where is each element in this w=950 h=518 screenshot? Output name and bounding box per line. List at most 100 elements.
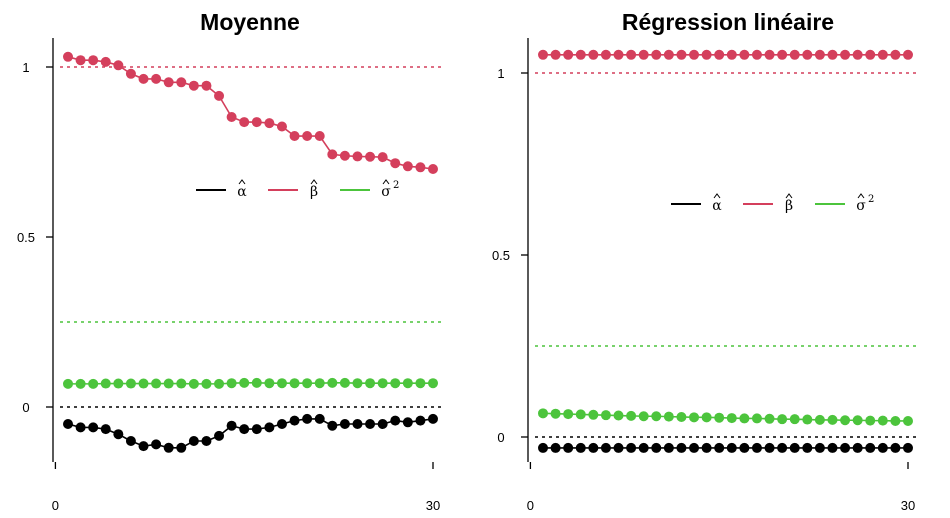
data-point bbox=[802, 414, 813, 425]
data-point bbox=[163, 378, 174, 389]
data-point bbox=[163, 442, 174, 453]
legend-label: σ bbox=[381, 184, 391, 200]
data-point bbox=[151, 73, 162, 84]
data-point bbox=[865, 442, 876, 453]
data-point bbox=[339, 419, 350, 429]
data-point bbox=[113, 378, 124, 389]
data-point bbox=[314, 131, 325, 142]
data-point bbox=[390, 158, 401, 169]
data-point bbox=[626, 49, 637, 60]
data-point bbox=[613, 442, 624, 453]
data-point bbox=[415, 415, 426, 426]
data-point bbox=[626, 442, 637, 453]
data-point bbox=[377, 378, 388, 389]
y-tick-label: 0.5 bbox=[17, 230, 35, 245]
data-point bbox=[365, 419, 376, 429]
data-point bbox=[138, 441, 149, 452]
data-point bbox=[201, 436, 212, 446]
data-point bbox=[201, 378, 212, 389]
data-point bbox=[100, 424, 111, 435]
data-point bbox=[113, 60, 124, 71]
data-point bbox=[365, 151, 376, 162]
data-point bbox=[226, 420, 237, 431]
data-point bbox=[600, 442, 611, 453]
data-point bbox=[402, 378, 413, 389]
data-point bbox=[402, 161, 413, 172]
data-point bbox=[251, 117, 262, 128]
data-point bbox=[151, 439, 162, 450]
hat-icon bbox=[238, 179, 246, 185]
data-point bbox=[188, 80, 199, 91]
data-point bbox=[588, 442, 599, 453]
data-point bbox=[302, 413, 313, 424]
data-point bbox=[689, 442, 700, 453]
data-point bbox=[613, 49, 624, 60]
data-point bbox=[365, 378, 376, 389]
x-tick-label: 0 bbox=[527, 498, 534, 513]
data-point bbox=[588, 49, 599, 60]
data-point bbox=[88, 378, 99, 389]
data-point bbox=[264, 118, 275, 129]
data-point bbox=[226, 111, 237, 122]
data-point bbox=[352, 419, 363, 429]
data-point bbox=[214, 430, 225, 441]
data-point bbox=[739, 413, 750, 424]
data-point bbox=[352, 151, 363, 162]
data-point bbox=[903, 415, 913, 426]
data-point bbox=[276, 121, 287, 132]
data-point bbox=[214, 90, 225, 101]
data-point bbox=[789, 442, 800, 453]
data-point bbox=[239, 117, 250, 128]
data-point bbox=[176, 77, 187, 88]
data-point bbox=[877, 442, 888, 453]
data-point bbox=[751, 413, 762, 424]
data-point bbox=[538, 408, 548, 419]
data-point bbox=[415, 162, 426, 173]
data-point bbox=[550, 408, 561, 419]
data-point bbox=[613, 410, 624, 421]
data-point bbox=[626, 410, 637, 421]
series-line bbox=[67, 56, 434, 170]
data-point bbox=[550, 442, 561, 453]
data-point bbox=[75, 55, 86, 66]
data-point bbox=[63, 378, 73, 389]
y-tick-label: 0 bbox=[22, 400, 29, 415]
data-point bbox=[327, 377, 338, 388]
data-point bbox=[251, 424, 262, 435]
data-point bbox=[840, 415, 851, 426]
data-point bbox=[390, 378, 401, 389]
data-point bbox=[428, 164, 438, 174]
data-point bbox=[138, 73, 149, 84]
data-point bbox=[638, 411, 649, 422]
data-point bbox=[789, 49, 800, 60]
y-tick-label: 1 bbox=[22, 60, 29, 75]
data-point bbox=[802, 442, 813, 453]
legend-label: α bbox=[712, 198, 722, 214]
data-point bbox=[777, 414, 788, 425]
data-point bbox=[151, 378, 162, 389]
data-point bbox=[651, 442, 662, 453]
panel-title: Moyenne bbox=[200, 9, 300, 35]
data-point bbox=[814, 414, 825, 425]
data-point bbox=[63, 419, 73, 429]
data-point bbox=[726, 49, 737, 60]
data-point bbox=[138, 378, 149, 389]
data-point bbox=[163, 77, 174, 88]
data-point bbox=[226, 378, 237, 389]
data-point bbox=[125, 436, 136, 446]
data-point bbox=[600, 49, 611, 60]
data-point bbox=[289, 415, 300, 426]
data-point bbox=[377, 152, 388, 163]
data-point bbox=[903, 442, 913, 453]
data-point bbox=[314, 413, 325, 424]
legend-label: β bbox=[785, 198, 793, 214]
data-point bbox=[777, 49, 788, 60]
data-point bbox=[75, 422, 86, 433]
data-point bbox=[877, 415, 888, 426]
data-point bbox=[852, 49, 863, 60]
legend-superscript: 2 bbox=[868, 194, 874, 205]
data-point bbox=[676, 411, 687, 422]
data-point bbox=[188, 436, 199, 446]
data-point bbox=[264, 378, 275, 389]
